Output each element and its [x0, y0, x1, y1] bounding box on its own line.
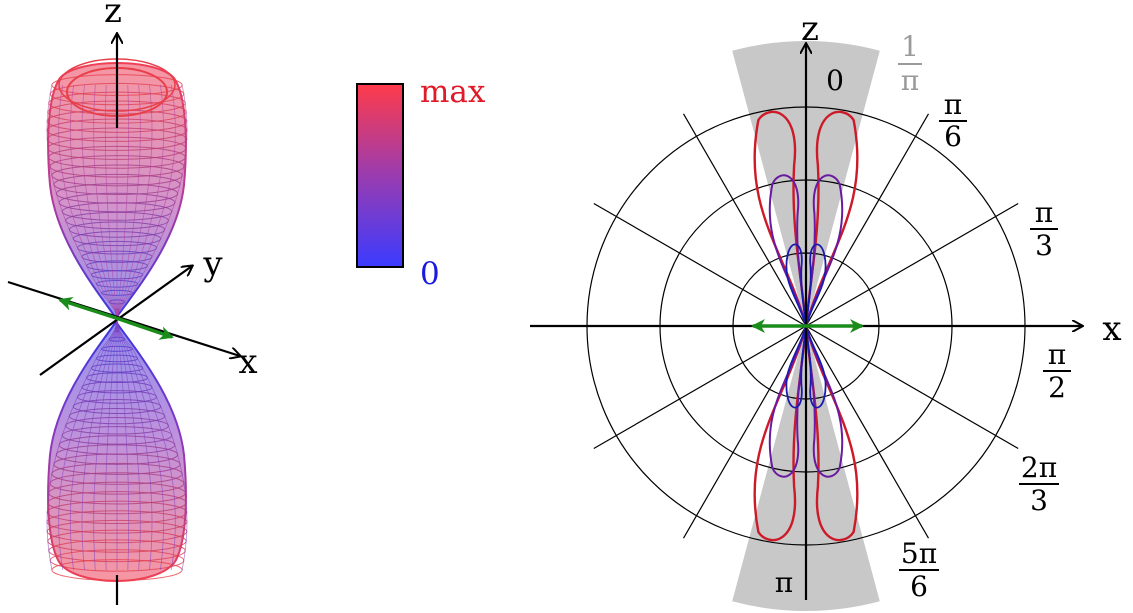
- top-mesh-meridian: [116, 84, 153, 321]
- top-mesh-meridian: [116, 84, 141, 321]
- z-label-left: z: [104, 0, 122, 31]
- left-panel: z y x: [7, 0, 258, 605]
- angle-label-pi-3-num: π: [1035, 196, 1053, 229]
- bottom-mesh-meridian: [93, 319, 118, 571]
- lobe-mid-bottom-right: [805, 325, 844, 478]
- colorbar: max 0: [356, 74, 486, 292]
- bottom-mesh-meridian: [58, 319, 118, 571]
- lobe-inner-bottom-right: [805, 325, 827, 409]
- angle-label-pi-2: π 2: [1043, 338, 1071, 404]
- dipole-arrow-left-neg: [58, 297, 117, 320]
- top-lobe-mesh: [46, 74, 188, 321]
- top-mesh-meridian: [93, 84, 118, 321]
- top-mesh-meridian: [81, 84, 118, 321]
- angle-label-0: 0: [826, 64, 844, 97]
- colorbar-rect: [356, 83, 404, 268]
- bottom-mesh-meridian: [116, 319, 141, 571]
- dipole-arrow-left-pos: [115, 316, 174, 340]
- right-panel: z x 1 π 0 π 6 π 3 π 2 2π 3 5π: [530, 9, 1122, 612]
- angle-label-pi-6-den: 6: [944, 120, 962, 153]
- x-label-right: x: [1102, 309, 1121, 349]
- angle-label-pi: π: [775, 566, 793, 599]
- angle-label-pi-6: π 6: [939, 88, 967, 153]
- lobe-inner-top-left: [785, 243, 807, 327]
- y-axis-left: [39, 266, 192, 376]
- bottom-mesh-meridian: [104, 319, 118, 571]
- top-mesh-meridian: [69, 84, 118, 321]
- scale-label-den: π: [901, 64, 919, 97]
- angle-label-pi-2-den: 2: [1048, 371, 1066, 404]
- bottom-mesh-meridian: [116, 319, 176, 571]
- scale-label-num: 1: [901, 30, 919, 63]
- top-mesh-meridian: [46, 84, 118, 321]
- top-mesh-meridian: [116, 84, 176, 321]
- angle-label-2pi-3: 2π 3: [1019, 451, 1059, 517]
- lobe-inner-bottom-left: [785, 325, 807, 409]
- top-mesh-meridian: [116, 84, 130, 321]
- scale-label: 1 π: [898, 30, 922, 97]
- angle-label-5pi-6-num: 5π: [901, 537, 937, 570]
- x-label-left: x: [238, 342, 257, 382]
- angle-label-5pi-6-den: 6: [910, 570, 928, 603]
- angle-label-2pi-3-num: 2π: [1021, 451, 1057, 484]
- polar-lobes: [753, 110, 859, 542]
- lobe-mid-bottom-left: [768, 325, 807, 478]
- top-lobe: [46, 58, 188, 321]
- y-label-left: y: [202, 244, 223, 284]
- bottom-mesh-meridian: [116, 319, 130, 571]
- bottom-mesh-meridian: [69, 319, 118, 571]
- angle-label-2pi-3-den: 3: [1030, 484, 1048, 517]
- top-mesh-meridian: [116, 84, 188, 321]
- angle-label-5pi-6: 5π 6: [899, 537, 939, 603]
- angle-label-pi-6-num: π: [944, 88, 962, 121]
- z-label-right: z: [801, 9, 819, 49]
- top-mesh-meridian: [104, 84, 118, 321]
- bottom-mesh-meridian: [116, 319, 165, 571]
- top-mesh-meridian: [58, 84, 118, 321]
- lobe-mid-top-right: [805, 174, 844, 327]
- angle-label-pi-3: π 3: [1030, 196, 1058, 262]
- bottom-mesh-meridian: [81, 319, 118, 571]
- colorbar-max-label: max: [420, 74, 486, 110]
- bottom-mesh-meridian: [116, 319, 188, 571]
- bottom-mesh-meridian: [116, 319, 153, 571]
- angle-label-pi-2-num: π: [1048, 338, 1066, 371]
- top-mesh-meridian: [116, 84, 165, 321]
- angle-label-pi-3-den: 3: [1035, 229, 1053, 262]
- colorbar-min-label: 0: [420, 256, 440, 292]
- bottom-mesh-meridian: [46, 319, 118, 571]
- lobe-mid-top-left: [768, 174, 807, 327]
- bottom-lobe-mesh: [46, 319, 188, 581]
- bottom-lobe: [46, 319, 188, 582]
- lobe-inner-top-right: [805, 243, 827, 327]
